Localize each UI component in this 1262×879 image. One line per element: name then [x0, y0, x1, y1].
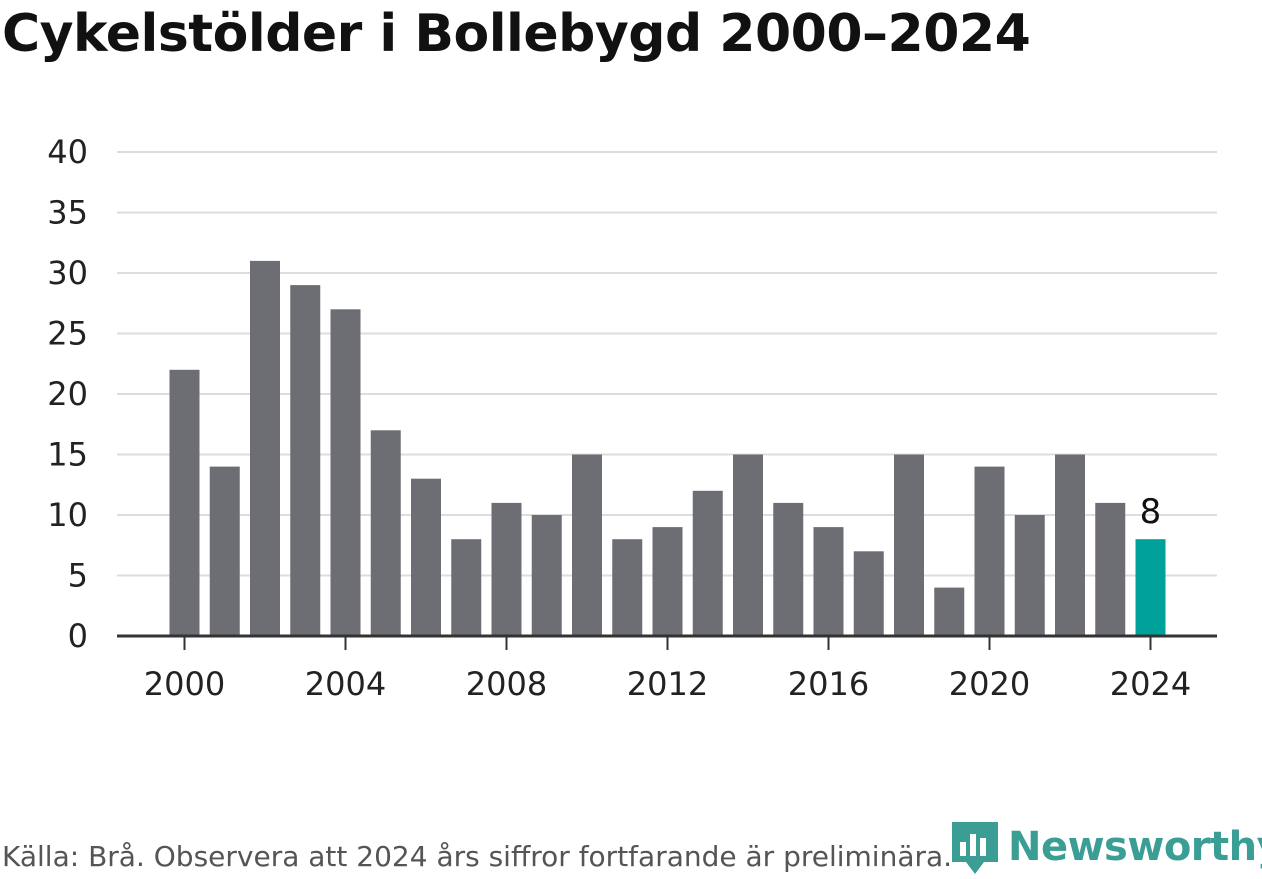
- y-axis-ticks: 0 5 10 15 20 25 30 35 40: [47, 133, 88, 655]
- x-tick-label: 2004: [305, 665, 386, 703]
- bar-2016: [813, 527, 844, 636]
- bar-2000: [169, 369, 200, 636]
- bar-2019: [934, 587, 965, 636]
- chart-title: Cykelstölder i Bollebygd 2000–2024: [2, 4, 1031, 64]
- y-tick-label: 30: [47, 254, 88, 292]
- data-label-2024: 8: [1140, 492, 1162, 532]
- bar-2023: [1095, 502, 1126, 636]
- bar-2004: [330, 309, 361, 636]
- bars: [169, 260, 1166, 636]
- bar-2003: [290, 285, 321, 636]
- bar-2014: [733, 454, 763, 636]
- bar-2022: [1055, 454, 1085, 636]
- bar-2010: [572, 454, 602, 636]
- x-tick-label: 2016: [788, 665, 869, 703]
- bar-2024: [1135, 539, 1166, 636]
- y-tick-label: 5: [68, 557, 88, 595]
- y-tick-label: 40: [47, 133, 88, 171]
- newsworthy-logo: Newsworthy: [950, 818, 1262, 876]
- x-tick-label: 2012: [627, 665, 708, 703]
- bar-2011: [612, 539, 643, 636]
- x-tick-label: 2024: [1110, 665, 1191, 703]
- logo-text: Newsworthy: [1008, 824, 1262, 870]
- bar-2015: [773, 502, 804, 636]
- bar-2020: [974, 466, 1005, 636]
- bar-chart-logo-icon: [952, 822, 998, 874]
- y-tick-label: 25: [47, 315, 88, 353]
- bar-2021: [1014, 515, 1045, 636]
- bar-2017: [853, 551, 884, 636]
- y-tick-label: 15: [47, 436, 88, 474]
- x-tick-label: 2000: [144, 665, 225, 703]
- x-axis-ticks: 2000 2004 2008 2012 2016 2020 2024: [144, 636, 1191, 703]
- bar-2013: [692, 490, 723, 636]
- bar-2001: [209, 466, 240, 636]
- bar-2005: [370, 430, 401, 636]
- x-tick-label: 2020: [949, 665, 1030, 703]
- bar-2018: [894, 454, 924, 636]
- bar-2006: [411, 478, 441, 636]
- bar-2008: [491, 502, 522, 636]
- source-note: Källa: Brå. Observera att 2024 års siffr…: [2, 840, 953, 873]
- bar-2009: [531, 515, 562, 636]
- grid-lines: [117, 151, 1217, 577]
- data-labels: 8: [1140, 492, 1162, 532]
- x-tick-label: 2008: [466, 665, 547, 703]
- y-tick-label: 10: [47, 496, 88, 534]
- y-tick-label: 0: [68, 617, 88, 655]
- bar-2007: [451, 539, 482, 636]
- bar-2002: [250, 260, 280, 636]
- y-tick-label: 20: [47, 375, 88, 413]
- bar-2012: [652, 527, 683, 636]
- bar-chart: 0 5 10 15 20 25 30 35 40 2000 2004 2008 2012 2016 202…: [47, 133, 1217, 703]
- y-tick-label: 35: [47, 194, 88, 232]
